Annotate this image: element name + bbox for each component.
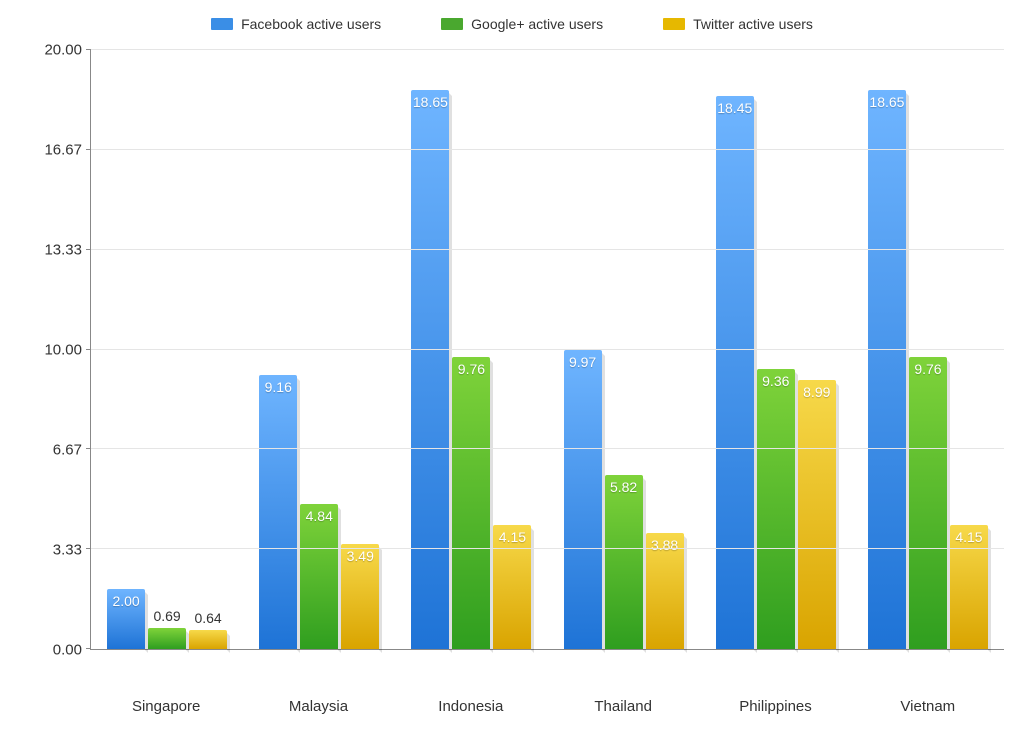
y-tick-label: 16.67 (44, 141, 82, 158)
gridline (91, 349, 1004, 350)
bar-value-label: 18.45 (716, 100, 754, 116)
bar-group: 9.97 5.82 3.88 (548, 50, 700, 649)
bar-value-label: 9.36 (757, 373, 795, 389)
bar: 4.15 (493, 525, 531, 649)
bar: 18.65 (868, 90, 906, 649)
bar: 18.45 (716, 96, 754, 649)
gridline (91, 149, 1004, 150)
legend-swatch (211, 18, 233, 30)
chart-container: Facebook active users Google+ active use… (0, 0, 1024, 733)
bar-group: 2.000.690.64 (91, 50, 243, 649)
x-tick-label: Indonesia (395, 690, 547, 715)
y-tick-mark (86, 349, 91, 350)
bar: 3.49 (341, 544, 379, 649)
bar-value-label: 18.65 (868, 94, 906, 110)
bar: 18.65 (411, 90, 449, 649)
y-tick-mark (86, 49, 91, 50)
bar-value-label: 5.82 (605, 479, 643, 495)
bar: 4.84 (300, 504, 338, 649)
bar: 8.99 (798, 380, 836, 649)
bar-value-label: 3.49 (341, 548, 379, 564)
gridline (91, 548, 1004, 549)
y-axis: 0.003.336.6710.0013.3316.6720.00 (20, 50, 90, 650)
bar-value-label: 3.88 (646, 537, 684, 553)
x-tick-label: Philippines (699, 690, 851, 715)
gridline (91, 249, 1004, 250)
bar-value-label: 9.97 (564, 354, 602, 370)
bar: 0.69 (148, 628, 186, 649)
bar: 9.76 (909, 357, 947, 649)
y-tick-label: 3.33 (53, 542, 82, 559)
legend-swatch (663, 18, 685, 30)
bar: 9.76 (452, 357, 490, 649)
plot: 2.000.690.649.164.843.4918.659.764.159.9… (90, 50, 1004, 650)
y-tick-label: 10.00 (44, 342, 82, 359)
legend-swatch (441, 18, 463, 30)
bar: 9.16 (259, 375, 297, 649)
bar: 3.88 (646, 533, 684, 649)
legend-item-facebook: Facebook active users (211, 16, 381, 32)
legend-label: Facebook active users (241, 16, 381, 32)
legend-label: Google+ active users (471, 16, 603, 32)
y-tick-label: 20.00 (44, 42, 82, 59)
y-tick-mark (86, 648, 91, 649)
bar-group: 18.45 9.368.99 (700, 50, 852, 649)
bar: 0.64 (189, 630, 227, 649)
bar-group: 18.65 9.76 4.15 (395, 50, 547, 649)
x-tick-label: Malaysia (242, 690, 394, 715)
y-tick-mark (86, 149, 91, 150)
legend-item-googleplus: Google+ active users (441, 16, 603, 32)
y-tick-mark (86, 548, 91, 549)
bar-value-label: 18.65 (411, 94, 449, 110)
y-tick-label: 6.67 (53, 441, 82, 458)
bar-value-label: 8.99 (798, 384, 836, 400)
gridline (91, 49, 1004, 50)
bar-value-label: 4.15 (950, 529, 988, 545)
bar-value-label: 9.76 (452, 361, 490, 377)
plot-area: 0.003.336.6710.0013.3316.6720.00 2.000.6… (20, 50, 1004, 690)
y-tick-label: 0.00 (53, 642, 82, 659)
y-tick-mark (86, 249, 91, 250)
bar: 2.00 (107, 589, 145, 649)
bar: 5.82 (605, 475, 643, 649)
x-tick-label: Vietnam (852, 690, 1004, 715)
x-axis-labels: SingaporeMalaysiaIndonesiaThailandPhilip… (90, 690, 1004, 715)
bar-value-label: 0.64 (189, 610, 227, 626)
bar-value-label: 4.15 (493, 529, 531, 545)
y-tick-mark (86, 448, 91, 449)
bar-value-label: 2.00 (107, 593, 145, 609)
bar-groups: 2.000.690.649.164.843.4918.659.764.159.9… (91, 50, 1004, 649)
gridline (91, 448, 1004, 449)
bar: 9.97 (564, 350, 602, 649)
x-tick-label: Thailand (547, 690, 699, 715)
bar-group: 9.16 4.84 3.49 (243, 50, 395, 649)
bar-group: 18.65 9.76 4.15 (852, 50, 1004, 649)
y-tick-label: 13.33 (44, 242, 82, 259)
bar: 4.15 (950, 525, 988, 649)
x-tick-label: Singapore (90, 690, 242, 715)
bar-value-label: 0.69 (148, 608, 186, 624)
bar-value-label: 9.76 (909, 361, 947, 377)
bar-value-label: 9.16 (259, 379, 297, 395)
bar: 9.36 (757, 369, 795, 649)
bar-value-label: 4.84 (300, 508, 338, 524)
legend: Facebook active users Google+ active use… (20, 10, 1004, 50)
legend-item-twitter: Twitter active users (663, 16, 813, 32)
legend-label: Twitter active users (693, 16, 813, 32)
